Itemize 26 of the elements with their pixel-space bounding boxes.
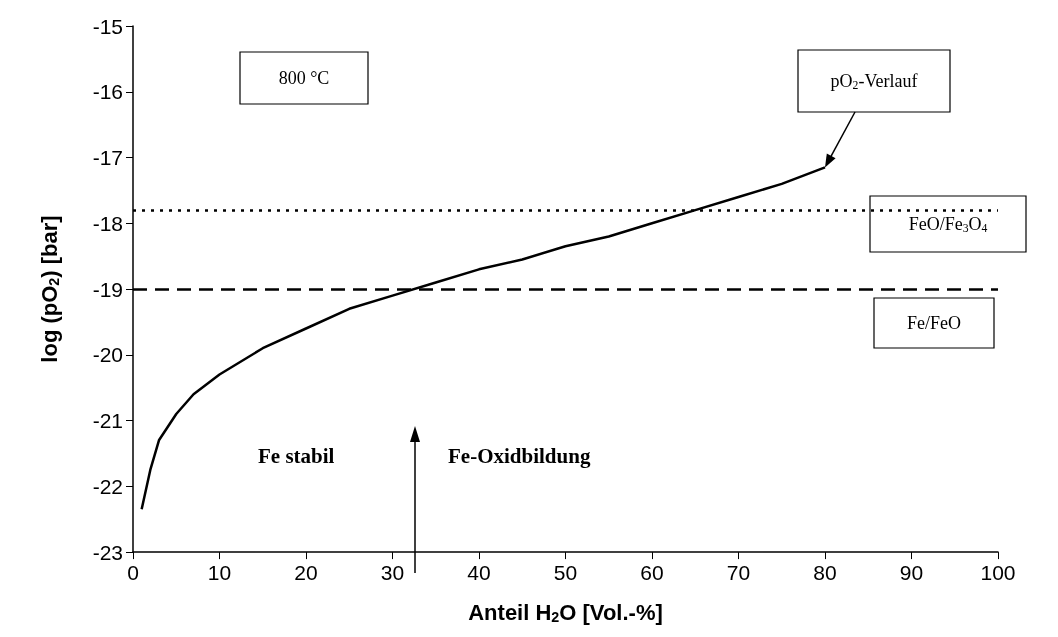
x-tick-label: 30 bbox=[380, 561, 405, 585]
x-tick-label: 60 bbox=[640, 561, 664, 585]
y-tick-label: -20 bbox=[92, 343, 123, 367]
x-tick-label: 70 bbox=[726, 561, 751, 585]
x-tick-label: 10 bbox=[207, 561, 232, 585]
y-axis-title: log (pO2) [bar] bbox=[36, 215, 62, 363]
x-tick-label: 90 bbox=[899, 561, 924, 585]
y-tick-label: -23 bbox=[92, 540, 123, 564]
annotation: Fe stabil bbox=[258, 444, 335, 468]
ref-line-label: Fe/FeO bbox=[907, 313, 961, 333]
x-tick-label: 50 bbox=[553, 561, 578, 585]
annotation: 800 °C bbox=[278, 68, 330, 88]
y-tick-label: -15 bbox=[92, 14, 123, 38]
x-tick-label: 40 bbox=[467, 561, 491, 585]
x-tick-label: 100 bbox=[980, 561, 1016, 585]
y-tick-label: -21 bbox=[92, 409, 123, 433]
y-tick-label: -18 bbox=[92, 211, 123, 235]
x-axis-title: Anteil H2O [Vol.-%] bbox=[468, 599, 663, 625]
y-tick-label: -19 bbox=[92, 277, 123, 301]
y-tick-label: -22 bbox=[92, 474, 123, 498]
x-tick-label: 20 bbox=[294, 561, 318, 585]
x-tick-label: 0 bbox=[127, 561, 139, 585]
annotation: Fe-Oxidbildung bbox=[448, 444, 591, 468]
y-tick-label: -16 bbox=[92, 80, 123, 104]
x-tick-label: 80 bbox=[813, 561, 837, 585]
y-tick-label: -17 bbox=[92, 146, 123, 170]
